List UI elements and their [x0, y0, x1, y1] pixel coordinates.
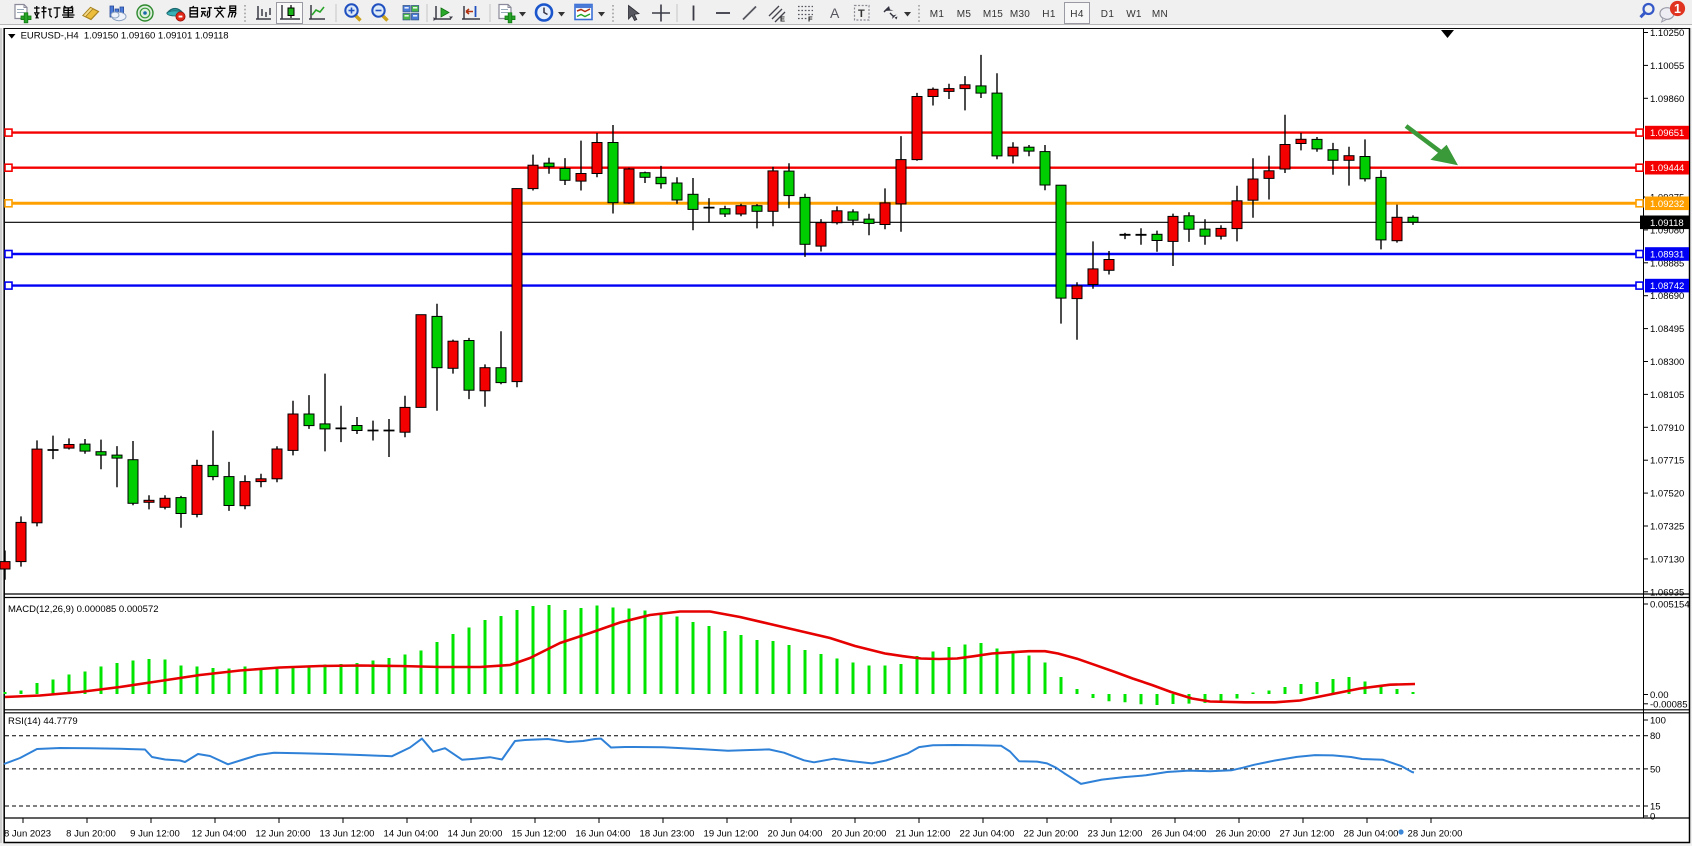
svg-text:E: E [780, 15, 785, 24]
svg-text:20 Jun 20:00: 20 Jun 20:00 [832, 829, 887, 840]
svg-text:1.08690: 1.08690 [1650, 291, 1684, 302]
svg-text:18 Jun 23:00: 18 Jun 23:00 [640, 829, 695, 840]
svg-text:27 Jun 12:00: 27 Jun 12:00 [1280, 829, 1335, 840]
svg-text:1.09232: 1.09232 [1650, 199, 1684, 210]
svg-text:F: F [808, 15, 813, 24]
svg-text:MN: MN [1152, 9, 1168, 20]
svg-text:0.005154: 0.005154 [1650, 600, 1690, 611]
svg-text:MACD(12,26,9) 0.000085 0.00057: MACD(12,26,9) 0.000085 0.000572 [8, 604, 159, 615]
svg-text:13 Jun 12:00: 13 Jun 12:00 [320, 829, 375, 840]
svg-text:26 Jun 04:00: 26 Jun 04:00 [1152, 829, 1207, 840]
svg-text:1.09118: 1.09118 [1650, 218, 1684, 229]
svg-text:80: 80 [1650, 731, 1661, 742]
svg-text:28 Jun 04:00: 28 Jun 04:00 [1344, 829, 1399, 840]
svg-text:20 Jun 04:00: 20 Jun 04:00 [768, 829, 823, 840]
svg-text:1.07715: 1.07715 [1650, 456, 1684, 467]
svg-text:100: 100 [1650, 716, 1666, 727]
svg-text:M30: M30 [1010, 9, 1030, 20]
svg-text:1.07910: 1.07910 [1650, 423, 1684, 434]
svg-text:1: 1 [1674, 2, 1681, 16]
svg-text:50: 50 [1650, 764, 1661, 775]
svg-text:1.09080: 1.09080 [1650, 225, 1684, 236]
svg-text:1.09651: 1.09651 [1650, 128, 1684, 139]
svg-text:23 Jun 12:00: 23 Jun 12:00 [1088, 829, 1143, 840]
svg-text:M15: M15 [983, 9, 1003, 20]
svg-text:1.10250: 1.10250 [1650, 28, 1684, 39]
svg-text:W1: W1 [1126, 9, 1142, 20]
svg-text:1.10055: 1.10055 [1650, 61, 1684, 72]
svg-text:A: A [830, 5, 840, 21]
svg-text:0: 0 [1650, 812, 1655, 823]
svg-text:1.08495: 1.08495 [1650, 324, 1684, 335]
svg-text:8 Jun 20:00: 8 Jun 20:00 [66, 829, 116, 840]
svg-text:19 Jun 12:00: 19 Jun 12:00 [704, 829, 759, 840]
svg-text:H1: H1 [1042, 9, 1056, 20]
svg-text:15 Jun 12:00: 15 Jun 12:00 [512, 829, 567, 840]
svg-text:D1: D1 [1101, 9, 1115, 20]
svg-text:H4: H4 [1070, 9, 1084, 20]
svg-text:1.08885: 1.08885 [1650, 258, 1684, 269]
svg-text:1.08105: 1.08105 [1650, 390, 1684, 401]
svg-text:EURUSD-,H4 1.09150 1.09160 1.: EURUSD-,H4 1.09150 1.09160 1.09101 1.091… [21, 31, 229, 42]
svg-text:26 Jun 20:00: 26 Jun 20:00 [1216, 829, 1271, 840]
svg-text:1.07520: 1.07520 [1650, 489, 1684, 500]
svg-text:16 Jun 04:00: 16 Jun 04:00 [576, 829, 631, 840]
svg-text:-0.00085: -0.00085 [1650, 699, 1688, 710]
svg-text:14 Jun 04:00: 14 Jun 04:00 [384, 829, 439, 840]
svg-text:21 Jun 12:00: 21 Jun 12:00 [896, 829, 951, 840]
svg-text:9 Jun 12:00: 9 Jun 12:00 [130, 829, 180, 840]
svg-text:M5: M5 [957, 9, 972, 20]
svg-text:22 Jun 04:00: 22 Jun 04:00 [960, 829, 1015, 840]
svg-text:1.06935: 1.06935 [1650, 587, 1684, 598]
svg-text:8 Jun 2023: 8 Jun 2023 [4, 829, 51, 840]
svg-text:28 Jun 20:00: 28 Jun 20:00 [1408, 829, 1463, 840]
svg-text:1.08931: 1.08931 [1650, 250, 1684, 261]
svg-text:RSI(14) 44.7779: RSI(14) 44.7779 [8, 716, 78, 727]
svg-text:12 Jun 04:00: 12 Jun 04:00 [192, 829, 247, 840]
svg-text:1.09444: 1.09444 [1650, 163, 1684, 174]
svg-text:1.08300: 1.08300 [1650, 357, 1684, 368]
svg-text:22 Jun 20:00: 22 Jun 20:00 [1024, 829, 1079, 840]
svg-text:1.08742: 1.08742 [1650, 281, 1684, 292]
svg-text:1.09860: 1.09860 [1650, 94, 1684, 105]
svg-text:12 Jun 20:00: 12 Jun 20:00 [256, 829, 311, 840]
svg-text:M1: M1 [930, 9, 945, 20]
svg-text:T: T [858, 8, 865, 20]
svg-text:1.07130: 1.07130 [1650, 554, 1684, 565]
svg-text:1.07325: 1.07325 [1650, 522, 1684, 533]
svg-text:14 Jun 20:00: 14 Jun 20:00 [448, 829, 503, 840]
svg-text:15: 15 [1650, 802, 1661, 813]
svg-text:0.00: 0.00 [1650, 690, 1669, 701]
